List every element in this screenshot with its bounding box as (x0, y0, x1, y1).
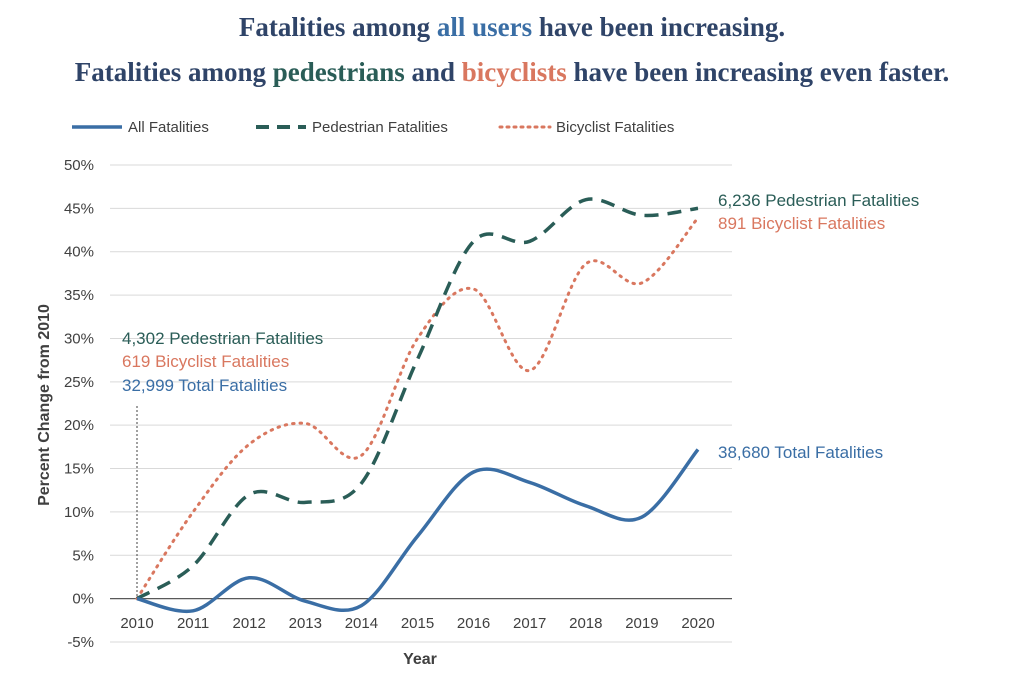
y-tick-label: 20% (64, 417, 94, 434)
y-tick-label: 0% (72, 591, 94, 608)
x-tick-label: 2016 (457, 615, 490, 632)
y-tick-label: 50% (64, 157, 94, 174)
end-annotation-all: 38,680 Total Fatalities (718, 443, 883, 462)
x-tick-label: 2010 (120, 615, 153, 632)
x-tick-label: 2019 (625, 615, 658, 632)
y-tick-label: 30% (64, 330, 94, 347)
start-annotation-all: 32,999 Total Fatalities (122, 376, 287, 395)
y-tick-label: 40% (64, 244, 94, 261)
end-annotations: 6,236 Pedestrian Fatalities 891 Bicyclis… (718, 191, 919, 462)
legend: All Fatalities Pedestrian Fatalities Bic… (72, 119, 674, 136)
start-annotations: 4,302 Pedestrian Fatalities 619 Bicyclis… (122, 329, 323, 395)
gridlines (110, 164, 732, 643)
title-line-2-part-3: and (405, 57, 462, 87)
title-highlight-bicyclists: bicyclists (462, 57, 567, 87)
y-tick-label: 35% (64, 287, 94, 304)
title-line-1-part-3: have been increasing. (532, 12, 785, 42)
title-line-1: Fatalities among all users have been inc… (239, 12, 785, 42)
title-line-1-part-1: Fatalities among (239, 12, 437, 42)
x-tick-label: 2017 (513, 615, 546, 632)
series-line-all (136, 448, 700, 614)
x-tick-labels: 2010 2011 2012 2013 2014 2015 2016 2017 2018 2019… (120, 615, 714, 632)
title-highlight-pedestrians: pedestrians (273, 57, 405, 87)
series-line-bicyclist (135, 216, 700, 601)
series-line-pedestrian (136, 197, 699, 601)
x-tick-label: 2011 (177, 615, 209, 632)
end-annotation-bicyclist: 891 Bicyclist Fatalities (718, 214, 885, 233)
end-annotation-pedestrian: 6,236 Pedestrian Fatalities (718, 191, 919, 210)
chart-title: Fatalities among all users have been inc… (75, 12, 950, 87)
y-tick-labels: -5% 0% 5% 10% 15% 20% 25% 30% 35% 40% 45% 50% (64, 157, 94, 651)
x-tick-label: 2015 (401, 615, 434, 632)
title-line-2: Fatalities among pedestrians and bicycli… (75, 57, 950, 87)
y-tick-label: -5% (67, 634, 94, 651)
y-tick-label: 45% (64, 200, 94, 217)
legend-label-pedestrian: Pedestrian Fatalities (312, 119, 448, 136)
x-tick-label: 2018 (569, 615, 602, 632)
y-tick-label: 5% (72, 547, 94, 564)
y-tick-label: 25% (64, 374, 94, 391)
start-annotation-bicyclist: 619 Bicyclist Fatalities (122, 352, 289, 371)
x-tick-label: 2012 (233, 615, 266, 632)
y-tick-label: 10% (64, 504, 94, 521)
title-line-2-part-1: Fatalities among (75, 57, 273, 87)
legend-label-bicyclist: Bicyclist Fatalities (556, 119, 674, 136)
x-axis-label: Year (403, 651, 437, 668)
y-tick-label: 15% (64, 461, 94, 478)
title-highlight-all-users: all users (437, 12, 532, 42)
x-tick-label: 2020 (681, 615, 714, 632)
title-line-2-part-5: have been increasing even faster. (567, 57, 949, 87)
legend-label-all: All Fatalities (128, 119, 209, 136)
x-tick-label: 2014 (345, 615, 378, 632)
series-lines (135, 197, 700, 614)
start-annotation-pedestrian: 4,302 Pedestrian Fatalities (122, 329, 323, 348)
x-tick-label: 2013 (289, 615, 322, 632)
y-axis-label: Percent Change from 2010 (36, 304, 53, 506)
